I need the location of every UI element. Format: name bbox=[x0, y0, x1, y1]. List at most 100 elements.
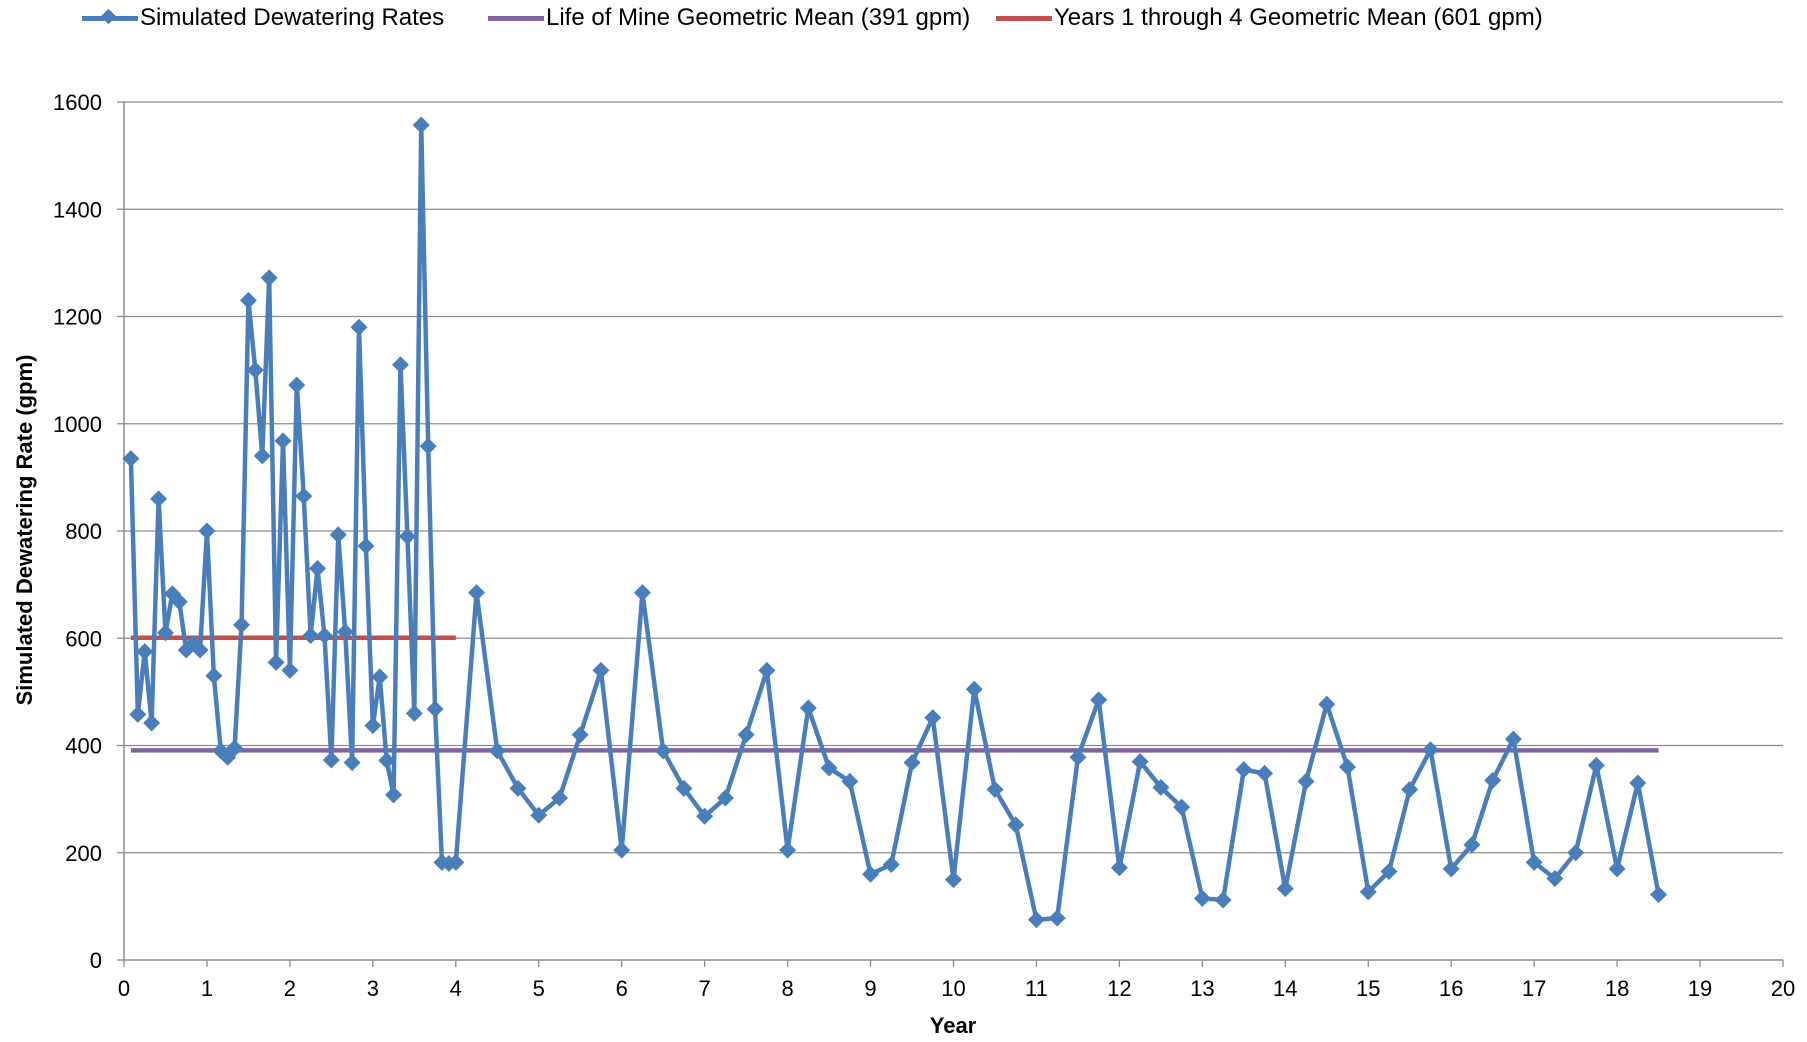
data-point-marker bbox=[322, 751, 340, 769]
data-point-marker bbox=[336, 623, 354, 641]
data-point-marker bbox=[350, 318, 368, 336]
x-tick-label-10: 10 bbox=[941, 976, 965, 1001]
y-tick-label-1400: 1400 bbox=[53, 197, 102, 222]
data-point-marker bbox=[385, 786, 403, 804]
data-point-marker bbox=[737, 726, 755, 744]
x-tick-label-12: 12 bbox=[1107, 976, 1131, 1001]
x-tick-label-4: 4 bbox=[450, 976, 462, 1001]
data-point-marker bbox=[136, 643, 154, 661]
x-tick-label-16: 16 bbox=[1439, 976, 1463, 1001]
simulated-dewatering-line bbox=[128, 122, 1661, 923]
x-tick-label-3: 3 bbox=[367, 976, 379, 1001]
data-point-marker bbox=[1463, 836, 1481, 854]
legend-item-simulated: Simulated Dewatering Rates bbox=[82, 4, 444, 32]
data-point-marker bbox=[253, 447, 271, 465]
y-tick-label-1000: 1000 bbox=[53, 412, 102, 437]
legend-swatch-simulated bbox=[82, 4, 138, 32]
data-point-marker bbox=[170, 593, 188, 611]
gridlines bbox=[124, 101, 1783, 854]
legend-item-years-1-4: Years 1 through 4 Geometric Mean (601 gp… bbox=[996, 4, 1543, 32]
data-point-marker bbox=[509, 779, 527, 797]
data-point-marker bbox=[122, 450, 140, 468]
data-point-marker bbox=[150, 490, 168, 508]
data-point-marker bbox=[1276, 880, 1294, 898]
data-point-marker bbox=[343, 754, 361, 772]
x-tick-label-18: 18 bbox=[1605, 976, 1629, 1001]
data-point-marker bbox=[696, 807, 714, 825]
y-axis-title: Simulated Dewatering Rate (gpm) bbox=[12, 355, 37, 706]
data-point-marker bbox=[550, 789, 568, 807]
data-point-marker bbox=[405, 704, 423, 722]
x-tick-label-19: 19 bbox=[1688, 976, 1712, 1001]
data-point-marker bbox=[1048, 909, 1066, 927]
data-point-marker bbox=[1297, 772, 1315, 790]
data-point-marker bbox=[1442, 860, 1460, 878]
data-point-marker bbox=[799, 699, 817, 717]
y-tick-label-400: 400 bbox=[65, 734, 102, 759]
x-tick-label-8: 8 bbox=[781, 976, 793, 1001]
data-point-marker bbox=[226, 739, 244, 757]
x-tick-label-9: 9 bbox=[864, 976, 876, 1001]
data-point-marker bbox=[1007, 816, 1025, 834]
data-point-marker bbox=[1256, 764, 1274, 782]
legend-label-simulated: Simulated Dewatering Rates bbox=[140, 4, 445, 31]
x-tick-label-2: 2 bbox=[284, 976, 296, 1001]
legend-swatch-years-1-4 bbox=[996, 4, 1052, 32]
data-point-marker bbox=[419, 437, 437, 455]
data-point-marker bbox=[233, 616, 251, 634]
data-point-marker bbox=[1235, 761, 1253, 779]
data-point-marker bbox=[1339, 758, 1357, 776]
data-point-marker bbox=[571, 726, 589, 744]
data-point-marker bbox=[924, 709, 942, 727]
data-point-marker bbox=[156, 624, 174, 642]
data-point-marker bbox=[1587, 756, 1605, 774]
data-point-marker bbox=[530, 806, 548, 824]
data-point-marker bbox=[205, 667, 223, 685]
data-point-marker bbox=[1131, 753, 1149, 771]
data-point-marker bbox=[129, 705, 147, 723]
data-point-marker bbox=[633, 584, 651, 602]
data-point-marker bbox=[357, 537, 375, 555]
y-tick-label-800: 800 bbox=[65, 519, 102, 544]
data-point-marker bbox=[1152, 778, 1170, 796]
data-point-marker bbox=[675, 779, 693, 797]
data-point-marker bbox=[198, 522, 216, 540]
legend-swatch-life-of-mine bbox=[488, 4, 544, 32]
x-tick-label-0: 0 bbox=[118, 976, 130, 1001]
data-point-marker bbox=[364, 717, 382, 735]
data-point-marker bbox=[1380, 863, 1398, 881]
data-point-marker bbox=[1401, 780, 1419, 798]
x-tick-label-14: 14 bbox=[1273, 976, 1297, 1001]
x-tick-label-1: 1 bbox=[201, 976, 213, 1001]
data-point-marker bbox=[143, 714, 161, 732]
data-point-marker bbox=[903, 754, 921, 772]
data-point-marker bbox=[862, 865, 880, 883]
data-point-marker bbox=[191, 641, 209, 659]
data-point-marker bbox=[592, 661, 610, 679]
data-point-marker bbox=[716, 789, 734, 807]
data-point-marker bbox=[1608, 860, 1626, 878]
data-point-marker bbox=[239, 291, 257, 309]
data-point-marker bbox=[246, 361, 264, 379]
legend-item-life-of-mine: Life of Mine Geometric Mean (391 gpm) bbox=[488, 4, 970, 32]
data-point-marker bbox=[882, 856, 900, 874]
data-point-marker bbox=[1567, 844, 1585, 862]
data-point-marker bbox=[391, 356, 409, 374]
x-tick-label-11: 11 bbox=[1025, 976, 1048, 1001]
data-point-marker bbox=[488, 742, 506, 760]
data-point-marker bbox=[1421, 741, 1439, 759]
data-point-marker bbox=[281, 661, 299, 679]
data-point-marker bbox=[758, 661, 776, 679]
legend-label-life-of-mine: Life of Mine Geometric Mean (391 gpm) bbox=[546, 4, 971, 31]
data-point-marker bbox=[447, 853, 465, 871]
data-point-marker bbox=[1484, 771, 1502, 789]
data-point-marker bbox=[1193, 889, 1211, 907]
data-point-marker bbox=[820, 759, 838, 777]
y-tick-label-1600: 1600 bbox=[53, 90, 102, 115]
x-tick-label-15: 15 bbox=[1356, 976, 1380, 1001]
data-point-marker bbox=[295, 487, 313, 505]
y-tick-label-200: 200 bbox=[65, 841, 102, 866]
data-point-marker bbox=[329, 526, 347, 544]
